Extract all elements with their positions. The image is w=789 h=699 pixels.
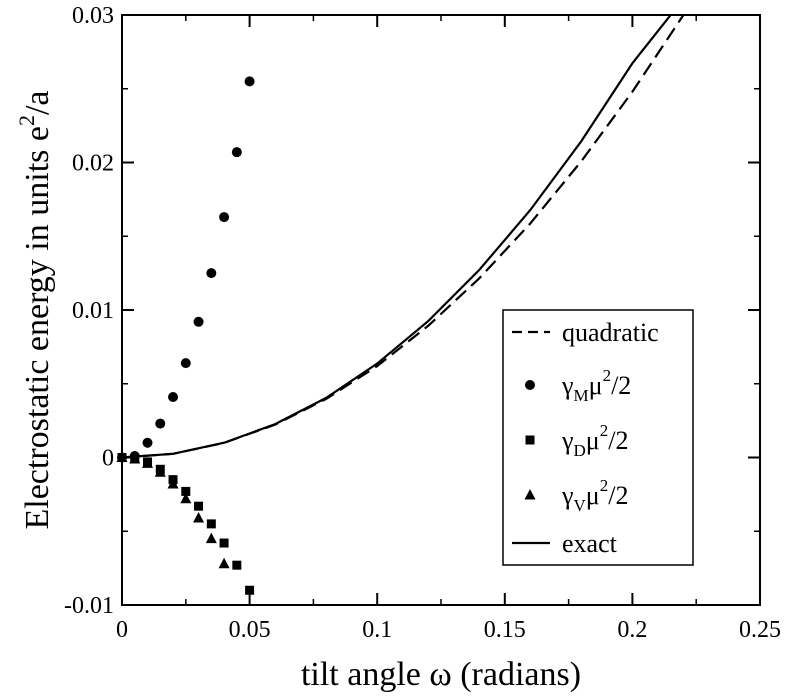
point-triangle [205, 532, 217, 544]
x-tick-label: 0.15 [484, 617, 526, 643]
legend-superscript: 2 [603, 366, 612, 385]
x-axis-title: tilt angle ω (radians) [301, 656, 581, 693]
legend-label: quadratic [562, 318, 659, 347]
point-triangle [167, 478, 179, 489]
y-axis-title-sup: 2 [14, 115, 39, 126]
legend-symbol-circle [525, 380, 535, 390]
point-circle [180, 358, 191, 369]
y-axis-title-main: Electrostatic energy in units e [19, 126, 56, 529]
y-axis-title-tail: /a [19, 90, 56, 115]
x-tick-label: 0.05 [229, 617, 271, 643]
y-tick-label: 0.01 [72, 298, 114, 324]
point-circle [193, 316, 204, 327]
plot-area [116, 15, 685, 595]
point-circle [155, 418, 166, 429]
legend-label: γDμ2/2 [561, 421, 628, 460]
legend-greek: γ [561, 371, 574, 400]
point-circle [206, 268, 217, 279]
legend-mu: μ [586, 481, 600, 510]
point-circle [244, 76, 255, 87]
legend-mu: μ [589, 371, 603, 400]
point-square [245, 585, 255, 595]
legend-mu: μ [586, 426, 600, 455]
point-circle [142, 437, 153, 448]
x-tick-label: 0.1 [362, 617, 392, 643]
point-circle [231, 147, 242, 158]
legend-symbol-square [525, 435, 535, 445]
legend-superscript: 2 [600, 421, 609, 440]
legend-label: γVμ2/2 [561, 476, 628, 515]
y-axis-title: Electrostatic energy in units e2/a [14, 90, 56, 529]
y-tick-label: -0.01 [64, 593, 114, 619]
point-triangle [154, 466, 166, 477]
legend-tail: /2 [608, 426, 628, 455]
point-triangle [142, 457, 154, 468]
point-square [181, 486, 191, 496]
x-tick-label: 0.25 [739, 617, 781, 643]
point-triangle [180, 492, 192, 504]
point-square [219, 538, 229, 548]
legend-box [502, 309, 694, 566]
point-square [206, 519, 216, 529]
legend-label: γMμ2/2 [561, 366, 631, 405]
y-tick-label: 0.03 [72, 3, 114, 29]
x-tick-label: 0 [116, 617, 128, 643]
plot-clipped [122, 15, 685, 459]
legend-subscript: V [574, 496, 587, 515]
legend-subscript: D [574, 441, 586, 460]
point-circle [219, 212, 230, 223]
point-square [194, 501, 204, 511]
point-triangle [218, 557, 230, 569]
point-triangle [193, 511, 205, 523]
x-tick-label: 0.2 [617, 617, 647, 643]
point-triangle [129, 452, 141, 464]
legend-tail: /2 [608, 481, 628, 510]
axes: 0 0.05 0.1 0.15 0.2 0.25-0.0100.010.020.03til… [14, 3, 781, 693]
point-square [232, 560, 242, 570]
y-tick-label: 0 [102, 446, 114, 472]
point-circle [168, 392, 179, 403]
legend-label: exact [562, 529, 618, 558]
legend-superscript: 2 [600, 476, 609, 495]
legend-greek: γ [561, 426, 574, 455]
y-tick-label: 0.02 [72, 151, 114, 177]
legend-symbol-triangle [524, 489, 536, 500]
legend-tail: /2 [611, 371, 631, 400]
series-line-exact [122, 15, 672, 459]
legend-subscript: M [574, 386, 589, 405]
legend-greek: γ [561, 481, 574, 510]
